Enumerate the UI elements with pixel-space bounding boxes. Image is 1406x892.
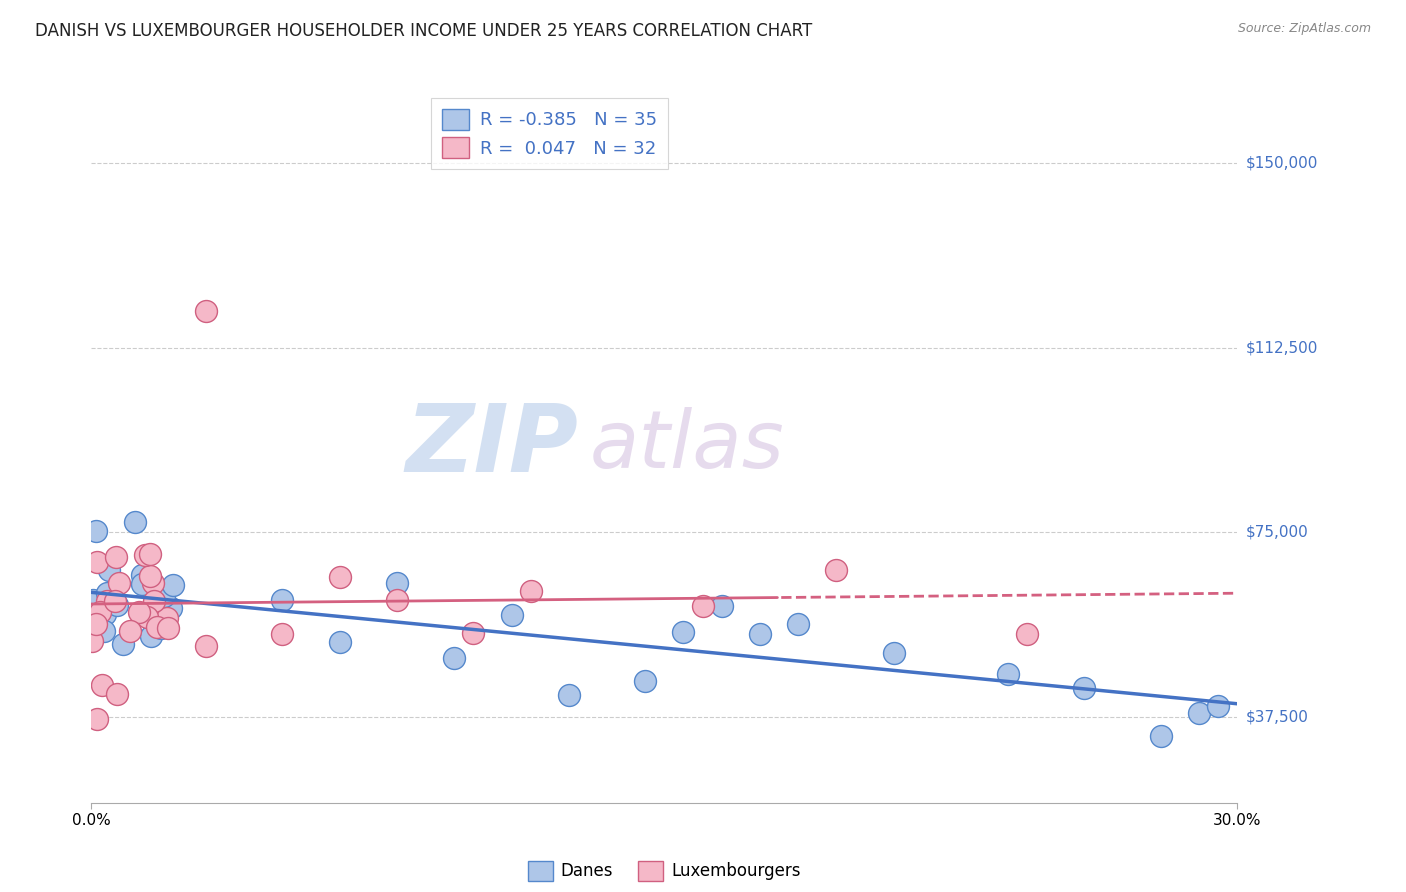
Point <box>105 687 128 701</box>
Point <box>385 592 408 607</box>
Point <box>156 611 179 625</box>
Point <box>156 621 179 635</box>
Point <box>443 651 465 665</box>
Point <box>634 673 657 688</box>
Point <box>91 678 114 692</box>
Point <box>139 547 162 561</box>
Point <box>84 617 107 632</box>
Text: DANISH VS LUXEMBOURGER HOUSEHOLDER INCOME UNDER 25 YEARS CORRELATION CHART: DANISH VS LUXEMBOURGER HOUSEHOLDER INCOM… <box>35 22 813 40</box>
Point <box>89 605 111 619</box>
Text: $150,000: $150,000 <box>1246 155 1317 170</box>
Point <box>86 555 108 569</box>
Legend: Danes, Luxembourgers: Danes, Luxembourgers <box>520 855 808 888</box>
Text: ZIP: ZIP <box>405 400 578 492</box>
Text: atlas: atlas <box>591 407 785 485</box>
Point <box>501 607 523 622</box>
Point <box>131 577 153 591</box>
Point <box>134 548 156 562</box>
Point <box>329 634 352 648</box>
Point <box>329 570 352 584</box>
Point <box>672 624 695 639</box>
Point <box>105 550 128 565</box>
Point <box>558 688 581 702</box>
Point <box>128 605 150 619</box>
Point <box>93 624 115 639</box>
Point <box>107 576 129 591</box>
Point <box>142 576 165 591</box>
Point <box>160 601 183 615</box>
Point <box>748 627 770 641</box>
Point <box>118 624 141 638</box>
Point <box>271 593 294 607</box>
Point <box>96 594 118 608</box>
Point <box>111 637 134 651</box>
Point <box>1017 627 1039 641</box>
Point <box>519 584 541 599</box>
Point <box>1206 699 1229 714</box>
Point <box>1150 729 1173 743</box>
Point <box>82 593 104 607</box>
Point <box>385 575 408 590</box>
Point <box>710 599 733 613</box>
Point <box>787 617 810 632</box>
Point <box>194 640 217 654</box>
Text: $37,500: $37,500 <box>1246 709 1309 724</box>
Point <box>136 609 159 624</box>
Point <box>194 303 217 318</box>
Point <box>825 563 848 577</box>
Point <box>80 634 103 648</box>
Point <box>142 615 165 630</box>
Point <box>139 629 162 643</box>
Point <box>98 563 121 577</box>
Point <box>162 578 184 592</box>
Point <box>1188 706 1211 721</box>
Point <box>271 626 294 640</box>
Point <box>997 667 1019 681</box>
Point <box>84 524 107 539</box>
Point <box>93 607 115 621</box>
Point <box>692 599 714 613</box>
Point <box>105 598 128 612</box>
Point <box>1073 681 1095 695</box>
Point <box>150 621 173 635</box>
Point <box>124 515 146 529</box>
Point <box>131 568 153 582</box>
Point <box>882 646 904 660</box>
Point <box>146 620 169 634</box>
Text: $112,500: $112,500 <box>1246 340 1317 355</box>
Point <box>104 594 127 608</box>
Point <box>96 597 118 611</box>
Point <box>86 712 108 726</box>
Point <box>139 568 162 582</box>
Point <box>96 586 118 600</box>
Point <box>142 594 165 608</box>
Text: Source: ZipAtlas.com: Source: ZipAtlas.com <box>1237 22 1371 36</box>
Point <box>153 589 176 603</box>
Point <box>463 625 485 640</box>
Text: $75,000: $75,000 <box>1246 524 1309 540</box>
